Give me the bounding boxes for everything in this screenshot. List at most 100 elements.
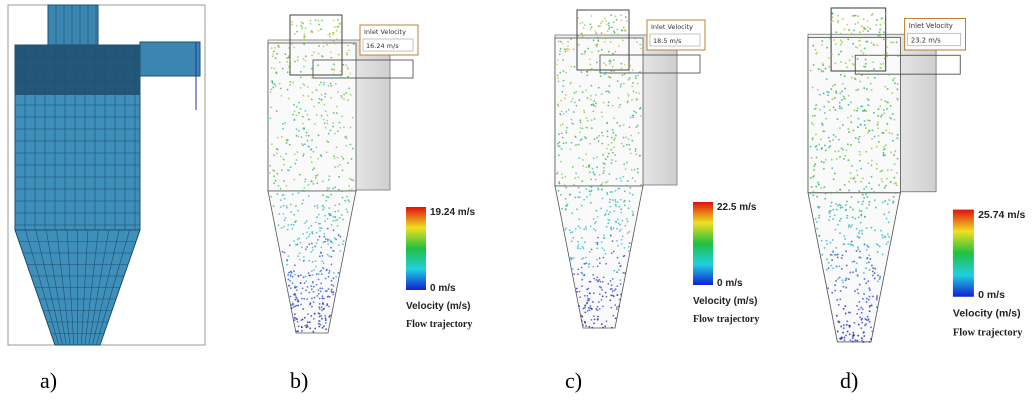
particle [294, 294, 297, 296]
particle [282, 194, 285, 196]
particle [586, 119, 589, 122]
particle [572, 111, 575, 113]
particle [628, 242, 631, 245]
particle [606, 180, 609, 183]
particle [868, 119, 871, 122]
particle [321, 260, 324, 262]
mesh-panel [7, 4, 206, 346]
particle [858, 229, 861, 232]
particle [280, 95, 283, 97]
particle [351, 116, 354, 119]
particle [295, 205, 297, 207]
particle [293, 119, 296, 122]
particle [607, 152, 610, 155]
particle [595, 102, 597, 105]
particle [311, 246, 314, 249]
particle [319, 270, 321, 273]
particle [817, 183, 820, 186]
particle [825, 117, 828, 120]
particle [318, 102, 320, 104]
particle [333, 237, 336, 240]
particle [874, 229, 877, 232]
particle [604, 17, 606, 20]
particle [596, 243, 599, 246]
particle [316, 174, 319, 176]
particle [289, 203, 292, 206]
particle [868, 254, 871, 257]
particle [881, 131, 884, 134]
particle [628, 144, 631, 146]
particle [340, 31, 342, 33]
particle [809, 176, 812, 179]
particle [825, 268, 828, 271]
particle [586, 301, 589, 304]
particle [277, 224, 280, 227]
particle [829, 205, 832, 208]
particle [885, 38, 888, 41]
particle [348, 177, 351, 180]
particle [606, 191, 609, 194]
particle [598, 69, 600, 72]
particle [845, 200, 848, 203]
particle [321, 295, 324, 297]
particle [851, 260, 854, 263]
particle [592, 157, 595, 160]
particle [618, 230, 621, 232]
particle [329, 35, 331, 38]
particle [593, 100, 596, 102]
particle [588, 251, 591, 253]
particle [857, 216, 860, 219]
particle [881, 201, 884, 204]
particle [320, 273, 323, 275]
particle [288, 143, 291, 146]
particle [865, 110, 868, 112]
particle [274, 85, 277, 88]
particle [605, 262, 608, 265]
particle [845, 204, 847, 207]
particle [871, 138, 873, 140]
particle [582, 247, 585, 250]
particle [631, 85, 634, 88]
particle [836, 157, 838, 160]
particle [849, 101, 852, 104]
particle [600, 32, 603, 35]
particle [616, 306, 618, 309]
particle [611, 104, 614, 107]
particle [833, 97, 836, 100]
particle [851, 340, 854, 343]
particle [596, 216, 599, 218]
particle [822, 130, 825, 133]
particle [292, 306, 295, 308]
particle [600, 184, 603, 186]
particle [294, 292, 296, 295]
particle [617, 218, 619, 221]
particle [306, 324, 308, 327]
particle [302, 58, 305, 60]
particle [272, 53, 274, 55]
particle [334, 186, 337, 189]
particle [312, 318, 315, 320]
particle [853, 176, 856, 179]
particle [605, 181, 607, 184]
particle [595, 209, 598, 212]
particle [323, 207, 326, 209]
particle [837, 21, 840, 24]
particle [319, 251, 322, 254]
inlet-label: Inlet Velocity [651, 23, 693, 31]
particle [880, 178, 883, 180]
particle [882, 38, 885, 41]
particle [865, 323, 868, 325]
particle [853, 109, 856, 112]
particle [854, 78, 857, 81]
particle [332, 31, 335, 34]
particle [895, 172, 898, 175]
particle [558, 133, 560, 136]
particle [628, 192, 631, 195]
particle [332, 40, 335, 43]
particle [303, 33, 306, 35]
particle [845, 286, 848, 289]
particle [858, 209, 861, 212]
particle [341, 97, 343, 99]
particle [894, 192, 897, 195]
particle [286, 57, 288, 59]
